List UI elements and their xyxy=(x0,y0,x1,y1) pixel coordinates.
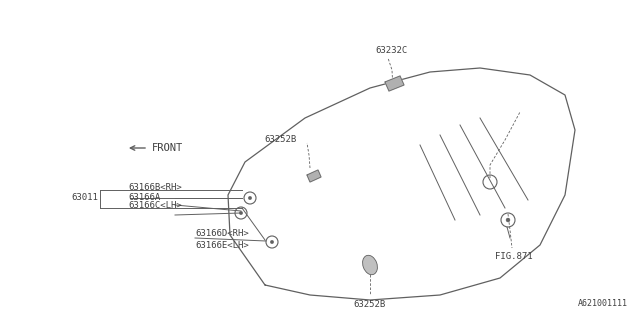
Text: 63166B<RH>: 63166B<RH> xyxy=(128,183,182,193)
Text: 63011: 63011 xyxy=(71,194,98,203)
Text: FRONT: FRONT xyxy=(152,143,183,153)
Circle shape xyxy=(506,218,510,222)
Text: 63166A: 63166A xyxy=(128,194,160,203)
Text: 63252B: 63252B xyxy=(265,135,297,145)
Polygon shape xyxy=(307,170,321,182)
Circle shape xyxy=(239,211,243,215)
Text: FIG.871: FIG.871 xyxy=(495,252,533,261)
Text: 63166D<RH>: 63166D<RH> xyxy=(195,228,249,237)
Text: 63166C<LH>: 63166C<LH> xyxy=(128,201,182,210)
Text: 63232C: 63232C xyxy=(376,46,408,55)
Ellipse shape xyxy=(363,255,378,275)
Circle shape xyxy=(270,240,274,244)
Polygon shape xyxy=(385,76,404,91)
Text: 63166E<LH>: 63166E<LH> xyxy=(195,241,249,250)
Circle shape xyxy=(248,196,252,200)
Text: 63252B: 63252B xyxy=(354,300,386,309)
Text: A621001111: A621001111 xyxy=(578,299,628,308)
